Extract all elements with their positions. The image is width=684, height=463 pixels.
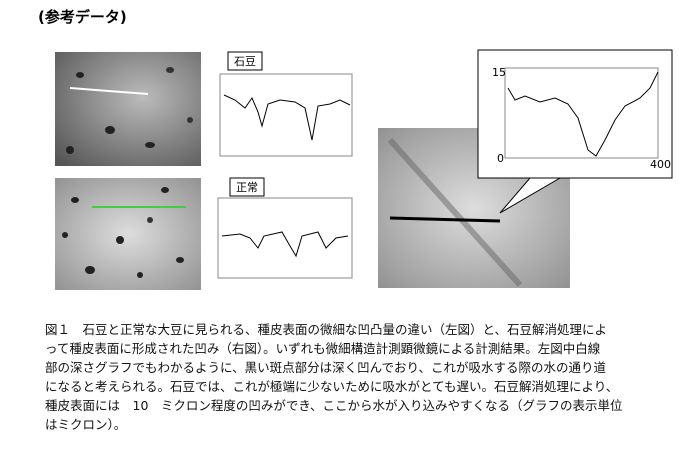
caption-line: はミクロン）。 (45, 417, 127, 432)
figure: (参考データ) 石豆 正常 15 0 (38, 8, 673, 290)
x-tick-label: 400 (650, 158, 671, 171)
caption-line: って種皮表面に形成された凹み（右図）。いずれも微細構造計測顕微鏡による計測結果。… (45, 341, 601, 356)
graph-label: 石豆 (234, 55, 256, 68)
y-tick-label: 0 (497, 152, 504, 165)
micrograph-normal (55, 178, 201, 290)
caption-line: 図１ 石豆と正常な大豆に見られる、種皮表面の微細な凹凸量の違い（左図）と、石豆解… (45, 322, 608, 337)
page-title: (参考データ) (38, 8, 127, 26)
micrograph-stone (55, 52, 201, 166)
caption-line: になると考えられる。石豆では、これが極端に少ないために吸水がとても遅い。石豆解消… (45, 379, 619, 394)
profile-graph-normal: 正常 (217, 177, 353, 279)
y-tick-label: 15 (492, 66, 506, 79)
caption-line: 種皮表面には 10 ミクロン程度の凹みができ、ここから水が入り込みやすくなる（グ… (45, 398, 623, 413)
profile-graph-treated: 15 0 400 (477, 49, 673, 179)
caption: 図１ 石豆と正常な大豆に見られる、種皮表面の微細な凹凸量の違い（左図）と、石豆解… (45, 320, 684, 434)
graph-label: 正常 (236, 181, 258, 194)
profile-graph-stone: 石豆 (219, 51, 353, 157)
caption-line: 部の深さグラフでもわかるように、黒い斑点部分は深く凹んでおり、これが吸水する際の… (45, 360, 607, 375)
